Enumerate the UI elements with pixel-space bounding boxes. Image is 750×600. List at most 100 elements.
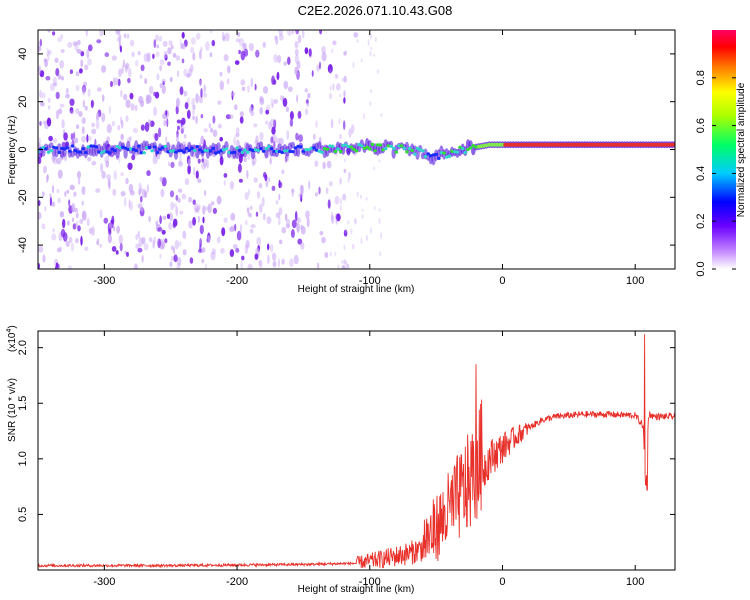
spectrogram-noise-blob <box>40 101 45 107</box>
spectrogram-noise-blob <box>74 137 79 144</box>
spectrogram-noise-blob <box>197 205 200 214</box>
spectrogram-noise-blob <box>176 257 182 266</box>
spectrogram-ridge-core <box>519 142 523 147</box>
spectrogram-noise-blob <box>159 176 163 182</box>
colorbar-gradient <box>712 30 736 269</box>
spectrogram-noise-blob <box>286 130 290 140</box>
spectrogram-noise-blob <box>169 190 175 198</box>
spectrogram-noise-blob <box>229 180 235 190</box>
spectrogram-noise-blob <box>81 186 86 195</box>
spectrogram-noise-blob <box>202 92 208 98</box>
spectrogram-noise-blob <box>179 240 182 247</box>
spectrogram-noise-blob <box>129 92 134 100</box>
spectrogram-noise-blob <box>52 228 56 233</box>
spectrogram-noise-blob <box>170 201 175 211</box>
spectrogram-noise-blob <box>65 87 69 95</box>
spectrogram-noise-blob <box>255 135 259 144</box>
spectrogram-noise-blob <box>88 44 93 52</box>
snr-x-tick-label: -100 <box>359 576 381 588</box>
spectrogram-noise-blob <box>273 119 277 129</box>
spectrogram-noise-blob <box>188 196 193 203</box>
spectrogram-noise-blob <box>298 192 304 199</box>
spectrogram-ridge-core <box>617 142 622 147</box>
spectrogram-ridge-core <box>110 147 115 151</box>
spectrogram-noise-blob <box>359 194 362 199</box>
spectrogram-noise-blob <box>71 217 74 222</box>
spectrogram-noise-blob <box>158 127 162 138</box>
spectrogram-noise-blob <box>101 94 105 102</box>
spectrogram-noise-blob <box>85 30 88 37</box>
spectrogram-ridge-core <box>65 146 69 150</box>
spectrogram-noise-blob <box>165 136 168 144</box>
spectrogram-noise-blob <box>51 233 57 241</box>
spectrogram-noise-blob <box>81 126 85 134</box>
spectrogram-noise-blob <box>326 160 332 169</box>
spectrogram-noise-blob <box>256 191 261 199</box>
spectrogram-noise-blob <box>330 118 334 129</box>
spectrogram-noise-blob <box>258 183 263 189</box>
spectrogram-noise-blob <box>127 77 131 84</box>
spectrogram-noise-blob <box>347 177 350 183</box>
spectrogram-ridge-core <box>397 144 401 148</box>
spectrogram-noise-blob <box>52 201 55 207</box>
spectrogram-noise-blob <box>240 79 246 86</box>
spectrogram-ridge-core <box>381 148 385 152</box>
spectrogram-ridge-halo <box>216 142 221 152</box>
spectrogram-noise-blob <box>319 61 321 70</box>
spectrogram-noise-blob <box>332 40 337 46</box>
spectrogram-noise-blob <box>62 218 66 229</box>
spectrogram-ridge-core <box>336 147 340 151</box>
spectrogram-ridge-core <box>293 146 298 150</box>
spectrogram-noise-blob <box>119 45 122 53</box>
spectrogram-noise-blob <box>265 109 270 115</box>
spectrogram-noise-blob <box>313 133 316 141</box>
spectrogram-noise-blob <box>61 119 65 129</box>
snr-frame <box>37 330 676 571</box>
spectrogram-noise-blob <box>203 84 206 93</box>
spectrogram-noise-blob <box>267 243 270 251</box>
spectrogram-noise-blob <box>247 212 252 218</box>
spectrogram-noise-blob <box>202 216 205 224</box>
spectrogram-noise-blob <box>47 97 51 104</box>
spectrogram-ridge-core <box>291 150 295 154</box>
spectrogram-ridge-core <box>447 154 452 158</box>
spectrogram-noise-blob <box>271 75 275 85</box>
spectrogram-noise-blob <box>314 160 319 168</box>
spectrogram-noise-blob <box>161 229 166 235</box>
spectrogram-noise-blob <box>223 217 228 223</box>
spectrogram-noise-blob <box>291 30 295 35</box>
spectrogram-noise-blob <box>143 53 149 63</box>
spectrogram-noise-blob <box>76 171 82 179</box>
spectrogram-noise-blob <box>59 246 63 252</box>
spectrogram-noise-blob <box>254 253 259 260</box>
spectrogram-noise-blob <box>243 48 249 57</box>
spectrogram-noise-blob <box>272 258 277 268</box>
spectrogram-noise-blob <box>234 104 238 111</box>
spectrogram-noise-blob <box>86 134 89 143</box>
spectrogram-ridge-core <box>208 149 213 153</box>
spectrogram-noise-blob <box>69 98 75 106</box>
spectrogram-noise-blob <box>65 93 70 99</box>
spectrogram-noise-blob <box>205 41 210 52</box>
spectrogram-ridge-core <box>155 151 160 155</box>
spectrogram-noise-blob <box>70 242 74 252</box>
spectrogram-noise-blob <box>160 241 165 250</box>
spectrogram-noise-blob <box>38 65 41 72</box>
spectrogram-noise-blob <box>75 84 80 92</box>
spectrogram-noise-blob <box>316 64 320 72</box>
spectrogram-noise-blob <box>52 76 57 86</box>
spectrogram-noise-blob <box>188 220 194 229</box>
spectrogram-noise-blob <box>159 65 163 72</box>
spectrogram-noise-blob <box>116 225 120 234</box>
spectrogram-ridge-core <box>68 149 72 153</box>
spectrogram-noise-blob <box>73 207 78 213</box>
spectrogram-noise-blob <box>192 52 196 61</box>
spectrogram-ridge-core <box>360 144 364 148</box>
figure-title: C2E2.2026.071.10.43.G08 <box>298 3 453 18</box>
spectrogram-ridge-core <box>62 147 67 151</box>
spectrogram-ridge-core <box>413 152 417 156</box>
spectrogram-noise-blob <box>179 210 184 215</box>
spectrogram-ridge-core <box>641 142 645 147</box>
spectrogram-noise-blob <box>156 73 160 81</box>
spectrogram-noise-blob <box>68 199 71 207</box>
